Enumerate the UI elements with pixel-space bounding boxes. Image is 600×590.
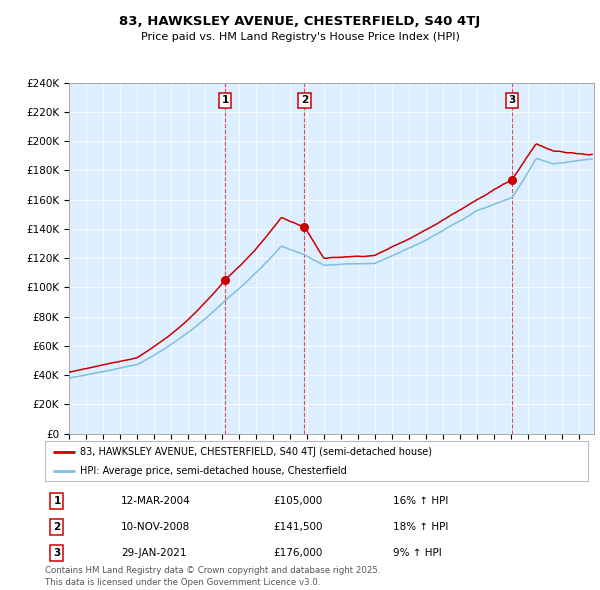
Text: 9% ↑ HPI: 9% ↑ HPI: [392, 548, 441, 558]
Text: 10-NOV-2008: 10-NOV-2008: [121, 522, 190, 532]
Text: Price paid vs. HM Land Registry's House Price Index (HPI): Price paid vs. HM Land Registry's House …: [140, 32, 460, 42]
Text: 1: 1: [221, 95, 229, 105]
Text: 83, HAWKSLEY AVENUE, CHESTERFIELD, S40 4TJ (semi-detached house): 83, HAWKSLEY AVENUE, CHESTERFIELD, S40 4…: [80, 447, 432, 457]
Text: 12-MAR-2004: 12-MAR-2004: [121, 496, 191, 506]
Text: £176,000: £176,000: [273, 548, 322, 558]
Text: 2: 2: [301, 95, 308, 105]
Text: 2: 2: [53, 522, 61, 532]
Text: HPI: Average price, semi-detached house, Chesterfield: HPI: Average price, semi-detached house,…: [80, 466, 347, 476]
Text: £105,000: £105,000: [273, 496, 322, 506]
Text: 83, HAWKSLEY AVENUE, CHESTERFIELD, S40 4TJ: 83, HAWKSLEY AVENUE, CHESTERFIELD, S40 4…: [119, 15, 481, 28]
Text: 16% ↑ HPI: 16% ↑ HPI: [392, 496, 448, 506]
Text: 3: 3: [508, 95, 515, 105]
Text: Contains HM Land Registry data © Crown copyright and database right 2025.
This d: Contains HM Land Registry data © Crown c…: [45, 566, 380, 587]
Text: 29-JAN-2021: 29-JAN-2021: [121, 548, 187, 558]
Text: 18% ↑ HPI: 18% ↑ HPI: [392, 522, 448, 532]
Text: £141,500: £141,500: [273, 522, 323, 532]
FancyBboxPatch shape: [45, 441, 588, 481]
Text: 1: 1: [53, 496, 61, 506]
Text: 3: 3: [53, 548, 61, 558]
